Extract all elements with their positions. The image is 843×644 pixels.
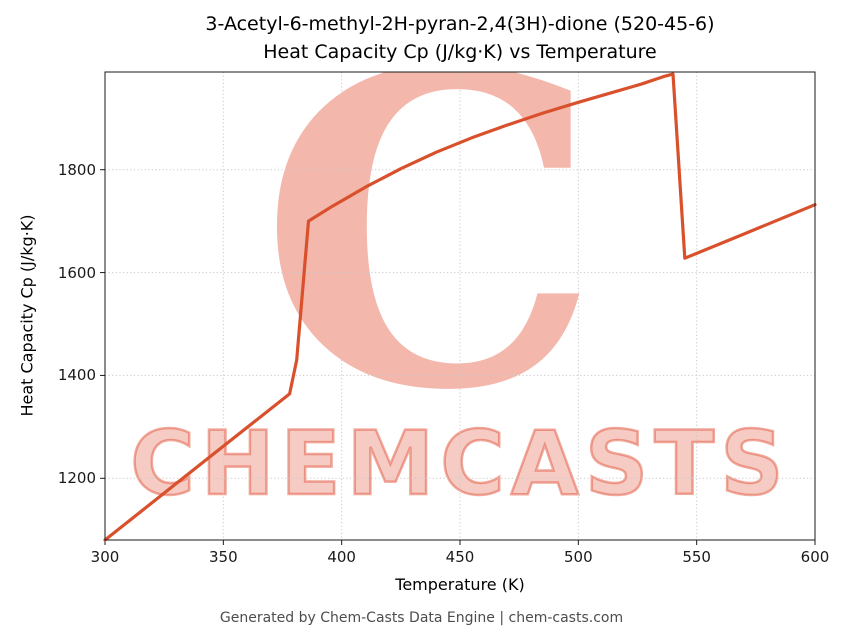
chart-title-line1: 3-Acetyl-6-methyl-2H-pyran-2,4(3H)-dione… [205, 13, 715, 35]
chart-canvas [100, 71, 817, 545]
x-tick-label: 500 [564, 548, 593, 566]
x-tick-label: 450 [445, 548, 475, 566]
y-tick-label: 1600 [57, 263, 96, 282]
x-tick-label: 300 [90, 548, 120, 566]
footer-text: Generated by Chem-Casts Data Engine | ch… [219, 610, 624, 626]
x-tick-label: 350 [209, 548, 238, 566]
x-tick-label: 550 [682, 548, 711, 566]
y-tick-label: 1400 [57, 366, 96, 385]
chart-title: 3-Acetyl-6-methyl-2H-pyran-2,4(3H)-dione… [105, 10, 815, 66]
x-axis-label: Temperature (K) [395, 575, 525, 594]
y-tick-label: 1800 [57, 160, 96, 179]
chart-title-line2: Heat Capacity Cp (J/kg·K) vs Temperature [263, 41, 657, 63]
plot-area: C CHEMCASTS [100, 71, 817, 545]
y-axis-label: Heat Capacity Cp (J/kg·K) [17, 214, 37, 417]
plot-border [104, 71, 816, 541]
cp-curve [103, 72, 817, 542]
x-tick-label: 600 [800, 548, 830, 566]
x-tick-label: 400 [327, 548, 356, 566]
watermark-logo: C [258, 72, 602, 485]
y-tick-label: 1200 [57, 469, 96, 488]
